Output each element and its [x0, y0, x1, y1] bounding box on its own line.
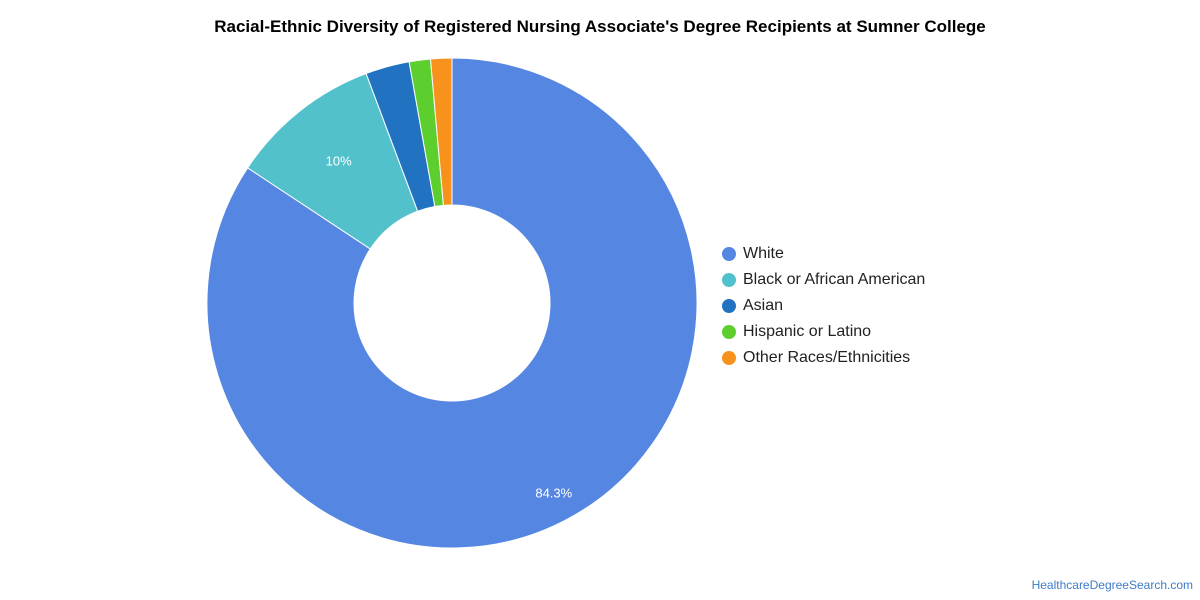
slice-data-label: 10%	[326, 154, 352, 169]
source-credit[interactable]: HealthcareDegreeSearch.com	[1031, 578, 1193, 592]
slice-white[interactable]	[206, 57, 698, 549]
legend-swatch	[722, 325, 736, 339]
legend-label: White	[743, 245, 784, 262]
chart-legend: White Black or African American Asian Hispa…	[722, 241, 925, 371]
legend-item-hispanic-or-latino[interactable]: Hispanic or Latino	[722, 319, 925, 345]
legend-swatch	[722, 299, 736, 313]
legend-label: Black or African American	[743, 271, 926, 288]
legend-item-black-or-african-american[interactable]: Black or African American	[722, 267, 925, 293]
slice-other-races-ethnicities[interactable]	[429, 57, 453, 206]
slice-data-label: 84.3%	[535, 485, 572, 500]
legend-swatch	[722, 247, 736, 261]
legend-label: Other Races/Ethnicities	[743, 349, 911, 366]
legend-swatch	[722, 273, 736, 287]
legend-item-asian[interactable]: Asian	[722, 293, 925, 319]
legend-label: Hispanic or Latino	[743, 323, 872, 340]
legend-label: Asian	[743, 297, 784, 314]
legend-item-white[interactable]: White	[722, 241, 925, 267]
chart-title: Racial-Ethnic Diversity of Registered Nu…	[214, 17, 986, 36]
legend-swatch	[722, 351, 736, 365]
legend-item-other-races-ethnicities[interactable]: Other Races/Ethnicities	[722, 345, 925, 371]
